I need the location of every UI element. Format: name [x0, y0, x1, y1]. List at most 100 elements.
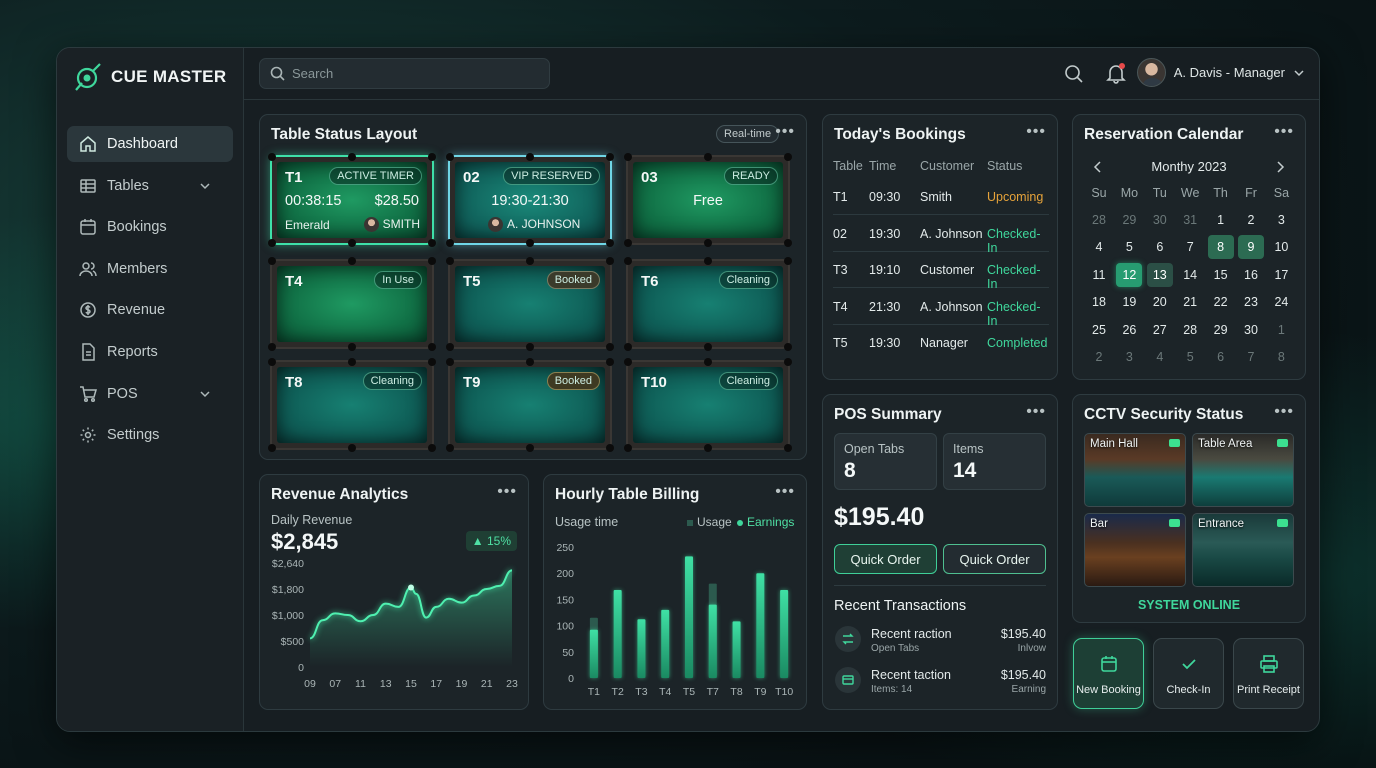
- calendar-day[interactable]: 31: [1183, 213, 1198, 227]
- calendar-day[interactable]: 21: [1183, 295, 1198, 310]
- calendar-day[interactable]: 24: [1274, 295, 1289, 310]
- bar-earnings[interactable]: [732, 621, 741, 678]
- calendar-day[interactable]: 30: [1244, 322, 1258, 337]
- pool-table-02[interactable]: 02 VIP RESERVED 19:30-21:30 A. JOHNSON: [446, 153, 614, 247]
- calendar-day[interactable]: 16: [1244, 267, 1258, 282]
- search-box[interactable]: [259, 58, 550, 89]
- bar-earnings[interactable]: [589, 629, 598, 678]
- calendar-day[interactable]: 6: [1156, 240, 1164, 255]
- camera-main-hall[interactable]: Main Hall: [1084, 433, 1186, 507]
- more-icon[interactable]: •••: [1026, 403, 1046, 420]
- calendar-day[interactable]: 9: [1238, 235, 1264, 260]
- calendar-day[interactable]: 3: [1277, 213, 1285, 227]
- calendar-day[interactable]: 12: [1116, 262, 1143, 287]
- more-icon[interactable]: •••: [775, 483, 795, 500]
- pool-table-t6[interactable]: T6 Cleaning: [624, 257, 792, 351]
- sidebar-item-dashboard[interactable]: Dashboard: [67, 126, 233, 162]
- camera-bar[interactable]: Bar: [1084, 513, 1186, 587]
- calendar-day[interactable]: 1: [1217, 213, 1225, 227]
- calendar-day[interactable]: 25: [1092, 322, 1106, 337]
- calendar-day[interactable]: 30: [1152, 213, 1167, 227]
- user-menu[interactable]: A. Davis - Manager: [1136, 58, 1305, 87]
- bar-earnings[interactable]: [685, 556, 693, 678]
- calendar-day[interactable]: 14: [1183, 267, 1198, 282]
- table-row[interactable]: T4 21:30 A. Johnson Checked-In: [833, 289, 1049, 328]
- sidebar-item-settings[interactable]: Settings: [67, 417, 233, 453]
- table-row[interactable]: T5 19:30 Nanager Completed: [833, 325, 1049, 361]
- bar-earnings[interactable]: [613, 589, 622, 678]
- new-booking-button[interactable]: New Booking: [1073, 638, 1144, 709]
- sidebar-item-bookings[interactable]: Bookings: [67, 209, 233, 245]
- bar-earnings[interactable]: [708, 604, 717, 678]
- calendar-day[interactable]: 6: [1217, 350, 1225, 364]
- calendar-day[interactable]: 7: [1247, 350, 1255, 364]
- calendar-day[interactable]: 28: [1183, 322, 1198, 337]
- calendar-day[interactable]: 18: [1092, 295, 1106, 310]
- calendar-day[interactable]: 2: [1247, 213, 1255, 227]
- more-icon[interactable]: •••: [1026, 123, 1046, 140]
- open-tabs-box[interactable]: Open Tabs 8: [834, 433, 937, 490]
- sidebar-item-members[interactable]: Members: [67, 251, 233, 287]
- items-box[interactable]: Items 14: [943, 433, 1046, 490]
- chevron-left-icon[interactable]: [1093, 161, 1103, 173]
- pool-table-t10[interactable]: T10 Cleaning: [624, 358, 792, 452]
- pool-table-t8[interactable]: T8 Cleaning: [268, 358, 436, 452]
- search-input[interactable]: [292, 66, 532, 81]
- bar-earnings[interactable]: [756, 573, 765, 678]
- calendar-day[interactable]: 5: [1186, 350, 1194, 364]
- calendar-day[interactable]: 17: [1274, 267, 1289, 282]
- calendar-day[interactable]: 15: [1213, 267, 1228, 282]
- sidebar-item-pos[interactable]: POS: [67, 376, 233, 412]
- calendar-day[interactable]: 1: [1277, 322, 1285, 337]
- calendar-day[interactable]: 19: [1122, 295, 1137, 310]
- sidebar-item-reports[interactable]: Reports: [67, 334, 233, 370]
- more-icon[interactable]: •••: [497, 483, 517, 500]
- calendar-day[interactable]: 20: [1152, 295, 1167, 310]
- pool-table-03[interactable]: 03 READY Free: [624, 153, 792, 247]
- pool-table-t5[interactable]: T5 Booked: [446, 257, 614, 351]
- calendar-day[interactable]: 23: [1244, 295, 1258, 310]
- calendar-day[interactable]: 29: [1122, 213, 1137, 227]
- bar-earnings[interactable]: [780, 589, 789, 678]
- more-icon[interactable]: •••: [775, 123, 795, 140]
- logo[interactable]: CUE MASTER: [73, 62, 226, 92]
- quick-order-button[interactable]: Quick Order: [834, 544, 937, 574]
- table-row[interactable]: 02 19:30 A. Johnson Checked-In: [833, 216, 1049, 255]
- calendar-day[interactable]: 26: [1122, 322, 1137, 337]
- pool-table-t9[interactable]: T9 Booked: [446, 358, 614, 452]
- print-receipt-button[interactable]: Print Receipt: [1233, 638, 1304, 709]
- more-icon[interactable]: •••: [1274, 123, 1294, 140]
- check-in-button[interactable]: Check-In: [1153, 638, 1224, 709]
- camera-entrance[interactable]: Entrance: [1192, 513, 1294, 587]
- calendar-day[interactable]: 10: [1274, 240, 1289, 255]
- search-icon[interactable]: [1064, 64, 1084, 84]
- more-icon[interactable]: •••: [1274, 403, 1294, 420]
- sidebar-item-tables[interactable]: Tables: [67, 168, 233, 204]
- calendar-day[interactable]: 8: [1277, 350, 1285, 364]
- calendar-day[interactable]: 3: [1125, 350, 1133, 364]
- bar-earnings[interactable]: [637, 619, 646, 678]
- calendar-day[interactable]: 27: [1152, 322, 1167, 337]
- calendar-day[interactable]: 8: [1207, 235, 1234, 260]
- calendar-day[interactable]: 22: [1213, 295, 1228, 310]
- bar-earnings[interactable]: [661, 609, 670, 678]
- calendar-day[interactable]: 4: [1095, 240, 1103, 255]
- bell-icon[interactable]: [1105, 62, 1127, 84]
- calendar-day[interactable]: 11: [1092, 267, 1106, 282]
- peak-point[interactable]: [408, 584, 414, 591]
- calendar-day[interactable]: 2: [1095, 350, 1103, 364]
- calendar-day[interactable]: 5: [1125, 240, 1133, 255]
- calendar-day[interactable]: 29: [1213, 322, 1228, 337]
- table-row[interactable]: T1 09:30 Smith Upcoming: [833, 179, 1049, 215]
- calendar-day[interactable]: 28: [1092, 213, 1106, 227]
- table-row[interactable]: T3 19:10 Customer Checked-In: [833, 252, 1049, 291]
- chevron-right-icon[interactable]: [1275, 161, 1285, 173]
- pool-table-t1[interactable]: T1 ACTIVE TIMER 00:38:15 $28.50 Emerald …: [268, 153, 436, 247]
- pool-table-t4[interactable]: T4 In Use: [268, 257, 436, 351]
- sidebar-item-revenue[interactable]: Revenue: [67, 292, 233, 328]
- camera-table-area[interactable]: Table Area: [1192, 433, 1294, 507]
- quick-order-button-secondary[interactable]: Quick Order: [943, 544, 1046, 574]
- calendar-day[interactable]: 7: [1186, 240, 1194, 255]
- calendar-day[interactable]: 4: [1156, 350, 1164, 364]
- calendar-day[interactable]: 13: [1146, 262, 1173, 287]
